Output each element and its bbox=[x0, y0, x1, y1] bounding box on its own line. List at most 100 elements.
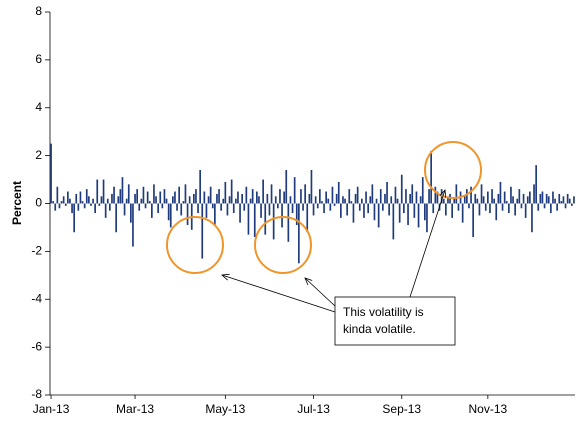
bar bbox=[524, 203, 527, 218]
bar bbox=[184, 184, 187, 204]
bar bbox=[501, 203, 504, 211]
bar bbox=[153, 184, 155, 204]
bar bbox=[350, 201, 353, 204]
bar bbox=[529, 191, 531, 204]
bar bbox=[188, 196, 191, 204]
bar bbox=[562, 196, 565, 204]
bar bbox=[495, 203, 498, 221]
bar bbox=[272, 203, 275, 240]
bar bbox=[241, 193, 243, 204]
bar bbox=[291, 203, 294, 214]
bar bbox=[218, 189, 220, 204]
bar bbox=[249, 198, 252, 204]
bar bbox=[547, 196, 550, 204]
bar bbox=[211, 203, 214, 209]
bar bbox=[346, 203, 348, 216]
bar bbox=[388, 203, 390, 216]
bar bbox=[58, 203, 61, 209]
highlight-circle bbox=[166, 216, 224, 274]
bar bbox=[285, 169, 288, 204]
bar bbox=[169, 203, 172, 228]
annotation-text: kinda volatile. bbox=[343, 322, 416, 336]
bar bbox=[155, 196, 157, 204]
bar bbox=[161, 203, 164, 209]
bar bbox=[470, 186, 472, 204]
bar bbox=[573, 196, 575, 204]
bar bbox=[411, 184, 414, 204]
bar bbox=[466, 189, 468, 204]
bar bbox=[270, 184, 273, 204]
bar bbox=[306, 203, 309, 233]
bar bbox=[463, 196, 466, 204]
bar bbox=[382, 203, 384, 211]
bar bbox=[447, 196, 449, 204]
bar bbox=[75, 193, 78, 204]
bar bbox=[520, 203, 523, 209]
bar bbox=[478, 203, 481, 216]
bar bbox=[113, 186, 115, 204]
bar bbox=[279, 189, 281, 204]
bar bbox=[518, 189, 521, 204]
bar bbox=[476, 198, 479, 204]
bar bbox=[180, 203, 183, 216]
bar bbox=[144, 203, 147, 209]
bar bbox=[342, 196, 344, 204]
bar bbox=[224, 181, 227, 204]
bar bbox=[512, 196, 514, 204]
bar bbox=[216, 193, 218, 204]
bar bbox=[195, 189, 197, 204]
bar bbox=[396, 198, 399, 204]
bar bbox=[461, 203, 464, 223]
bar bbox=[256, 191, 258, 204]
bar bbox=[172, 196, 174, 204]
bar bbox=[545, 193, 548, 204]
annotation-box bbox=[334, 296, 456, 346]
bar bbox=[138, 203, 141, 211]
bar bbox=[516, 198, 519, 204]
bar bbox=[176, 203, 178, 211]
bar bbox=[522, 193, 525, 204]
bar bbox=[165, 198, 168, 204]
bar bbox=[537, 203, 540, 211]
bar bbox=[222, 198, 225, 204]
bar bbox=[371, 184, 374, 204]
bar bbox=[432, 203, 435, 214]
y-tick-label: -4 bbox=[31, 291, 42, 305]
bar bbox=[214, 203, 216, 226]
bar bbox=[132, 203, 134, 247]
bar bbox=[413, 203, 416, 218]
bar bbox=[409, 193, 411, 204]
bar bbox=[293, 177, 296, 204]
bar bbox=[541, 191, 544, 204]
bar bbox=[159, 191, 162, 204]
bar bbox=[552, 191, 554, 204]
bar bbox=[493, 198, 495, 204]
bar bbox=[327, 198, 330, 204]
bar bbox=[253, 203, 256, 238]
arrow bbox=[305, 278, 336, 307]
bar bbox=[117, 196, 120, 204]
bar bbox=[348, 189, 351, 204]
bar bbox=[384, 193, 386, 204]
bar bbox=[251, 189, 254, 204]
bar bbox=[237, 191, 239, 204]
bar bbox=[400, 174, 403, 204]
bar bbox=[73, 203, 75, 233]
y-tick-label: 4 bbox=[35, 100, 42, 114]
annotation-text: This volatility is bbox=[343, 305, 424, 319]
bar bbox=[119, 189, 122, 204]
bar bbox=[434, 186, 437, 204]
bar bbox=[352, 203, 355, 223]
bar bbox=[174, 191, 176, 204]
bar bbox=[428, 189, 430, 204]
bar bbox=[308, 193, 311, 204]
bar bbox=[274, 196, 277, 204]
bar bbox=[163, 189, 166, 204]
bar bbox=[484, 203, 487, 211]
bar bbox=[182, 201, 185, 204]
bar bbox=[319, 189, 321, 204]
bar bbox=[239, 203, 241, 223]
bar bbox=[491, 189, 493, 204]
bar bbox=[100, 196, 103, 204]
bar bbox=[564, 203, 567, 209]
